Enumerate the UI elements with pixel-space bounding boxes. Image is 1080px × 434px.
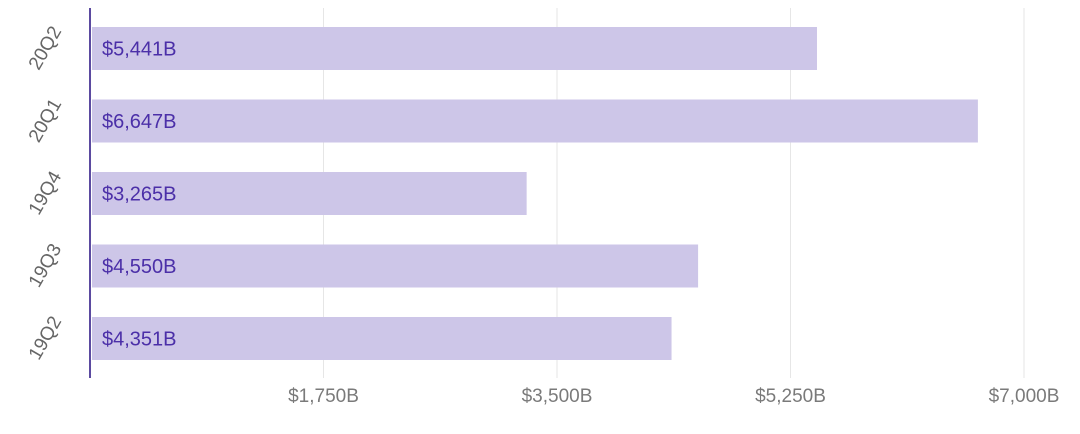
- y-tick-20Q2: 20Q2: [25, 23, 66, 74]
- bar-19Q2: [92, 317, 672, 360]
- bars: [92, 27, 978, 360]
- y-tick-20Q1: 20Q1: [25, 95, 66, 146]
- x-tick-0: $1,750B: [288, 386, 359, 407]
- x-tick-2: $5,250B: [755, 386, 826, 407]
- bar-20Q1: [92, 99, 978, 143]
- bar-19Q3: [92, 244, 699, 288]
- bar-label-20Q2: $5,441B: [102, 39, 177, 61]
- y-tick-19Q2: 19Q2: [25, 313, 66, 364]
- bar-19Q4: [92, 172, 527, 215]
- y-tick-19Q3: 19Q3: [25, 240, 66, 291]
- bar-20Q2: [92, 27, 817, 70]
- bar-label-20Q1: $6,647B: [102, 111, 177, 133]
- y-axis-tick-labels: 20Q2 20Q1 19Q4 19Q3 19Q2: [25, 23, 67, 364]
- x-tick-3: $7,000B: [989, 386, 1060, 407]
- bar-label-19Q4: $3,265B: [102, 184, 177, 206]
- bar-data-labels: $5,441B $6,647B $3,265B $4,550B $4,351B: [102, 39, 177, 351]
- x-tick-1: $3,500B: [522, 386, 593, 407]
- bar-label-19Q3: $4,550B: [102, 256, 177, 278]
- bar-label-19Q2: $4,351B: [102, 329, 177, 351]
- y-tick-19Q4: 19Q4: [25, 168, 67, 219]
- x-axis-tick-labels: $1,750B $3,500B $5,250B $7,000B: [288, 386, 1059, 407]
